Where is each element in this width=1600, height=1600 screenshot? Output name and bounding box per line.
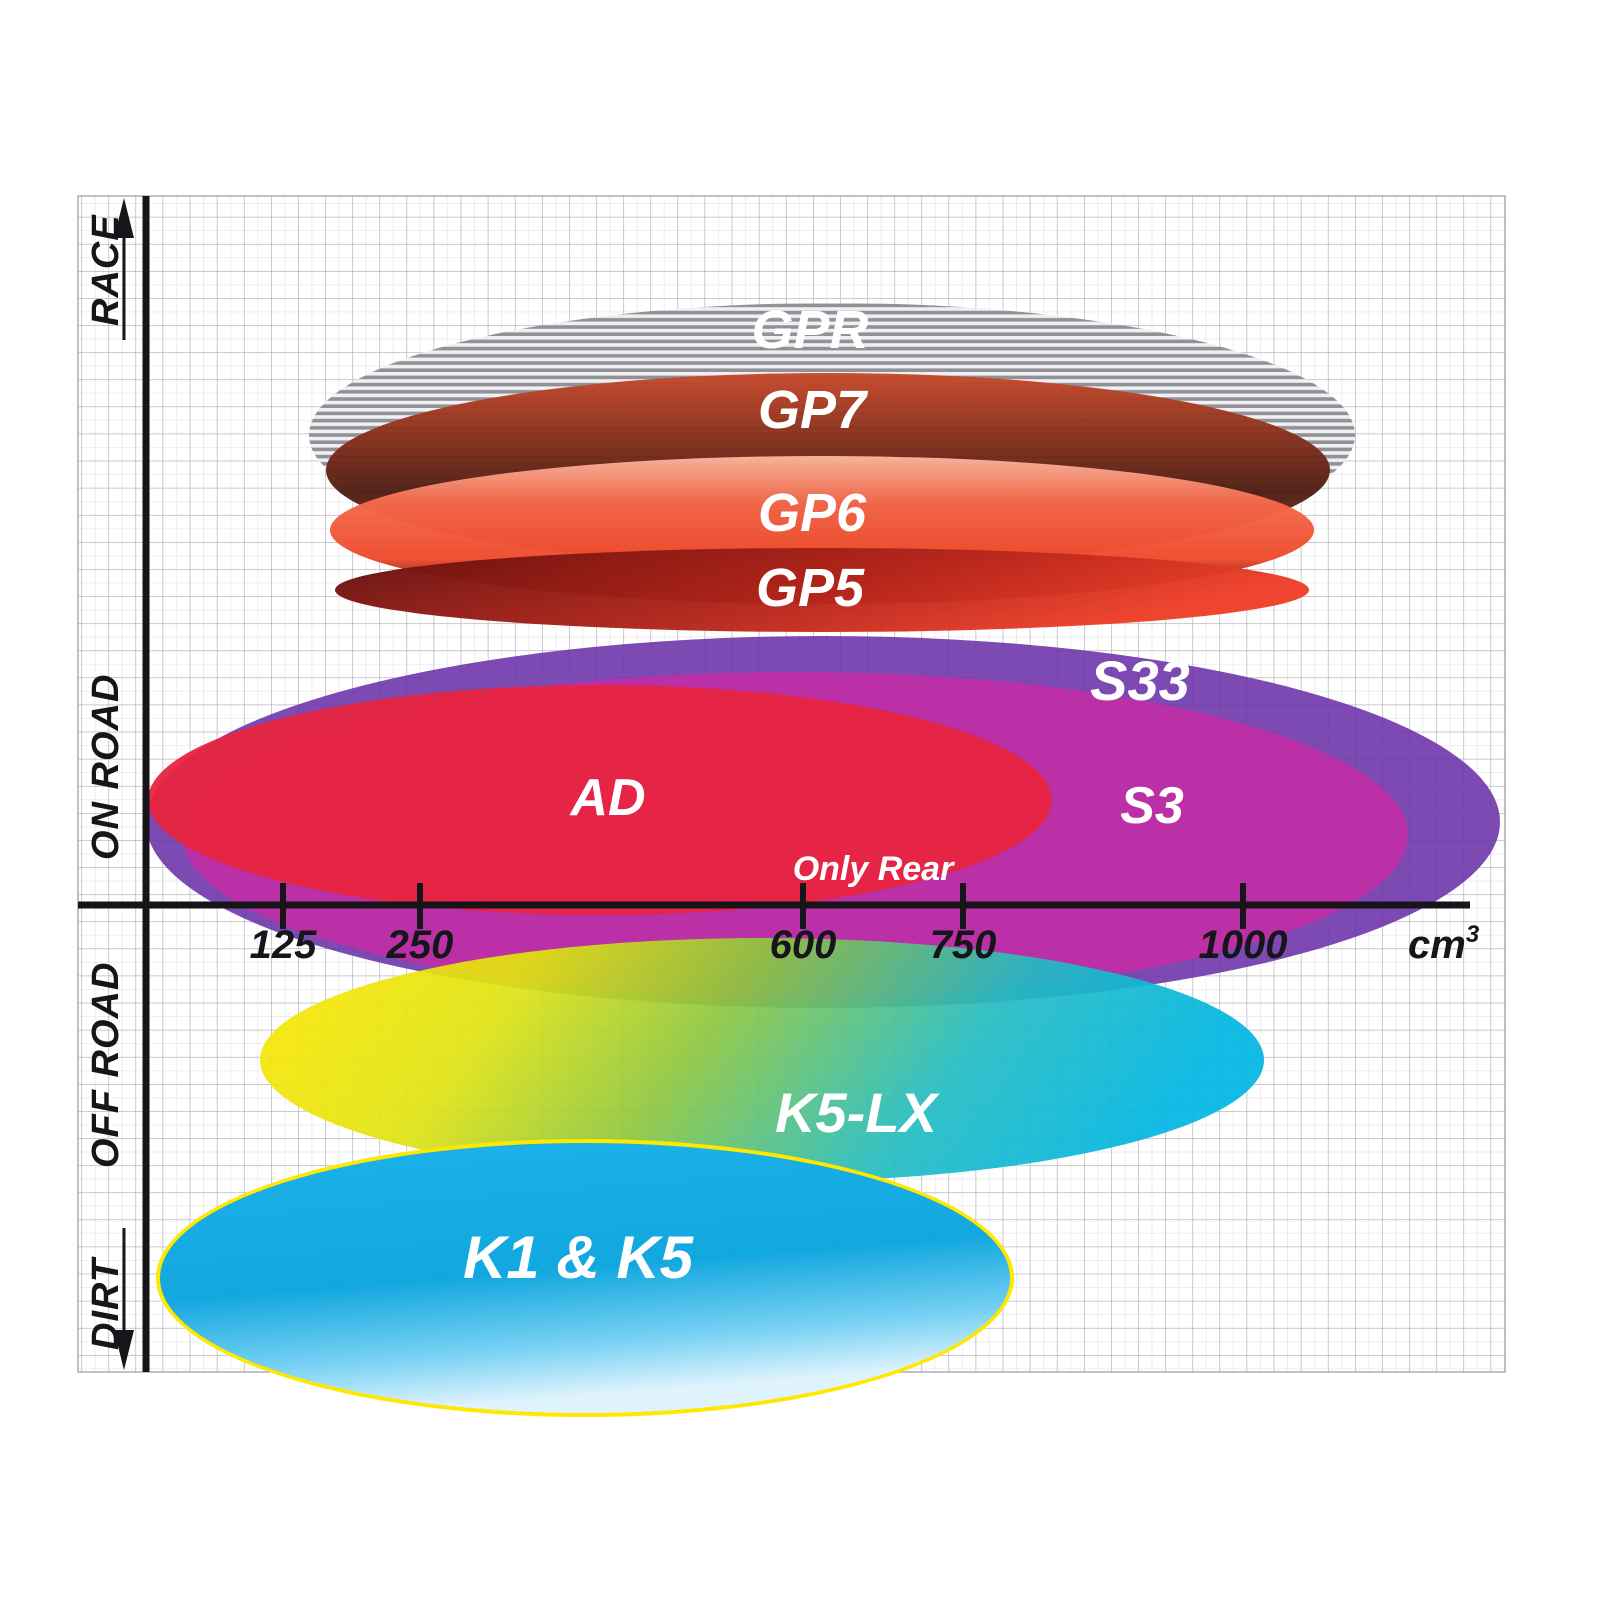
x-unit-cm: cm [1408,923,1466,967]
series-regions [146,303,1500,1417]
y-label-on-road: ON ROAD [85,674,127,860]
series-label-gp5: GP5 [756,558,865,618]
x-tick-250: 250 [386,923,454,967]
x-axis-unit-label: cm3 [1408,921,1480,967]
svg-text:cm3: cm3 [1408,921,1480,967]
region-gp5[interactable] [335,548,1309,632]
dirt-arrow-icon [114,1228,134,1370]
y-label-off-road: OFF ROAD [85,962,127,1168]
region-k1-k5[interactable] [160,1143,1010,1413]
y-label-race: RACE [85,214,127,326]
x-tick-1000: 1000 [1199,923,1288,967]
series-label-s33: S33 [1090,649,1190,712]
series-labels: GPR GP7 GP6 GP5 S33 S3 AD Only Rear K5-L… [463,300,1190,1291]
series-label-k1-k5: K1 & K5 [463,1224,695,1291]
series-label-gpr: GPR [751,300,868,360]
x-unit-superscript: 3 [1466,921,1480,948]
x-tick-125: 125 [250,923,317,967]
race-arrow-icon [114,198,134,340]
x-tick-600: 600 [770,923,837,967]
x-tick-750: 750 [930,923,997,967]
series-label-gp6: GP6 [758,483,867,543]
x-axis-tick-labels: 125 250 600 750 1000 [250,923,1288,967]
region-k5-lx[interactable] [260,938,1264,1182]
y-label-dirt: DIRT [85,1256,127,1350]
series-label-ad: AD [568,769,645,827]
x-axis-ticks [280,883,1246,929]
series-label-s3: S3 [1120,777,1184,835]
axes [78,196,1470,1372]
series-label-only-rear: Only Rear [793,850,955,888]
y-axis-labels: RACE ON ROAD OFF ROAD DIRT [85,214,127,1350]
series-label-k5-lx: K5-LX [775,1081,940,1144]
region-ad[interactable] [148,685,1052,915]
series-label-gp7: GP7 [758,380,869,440]
